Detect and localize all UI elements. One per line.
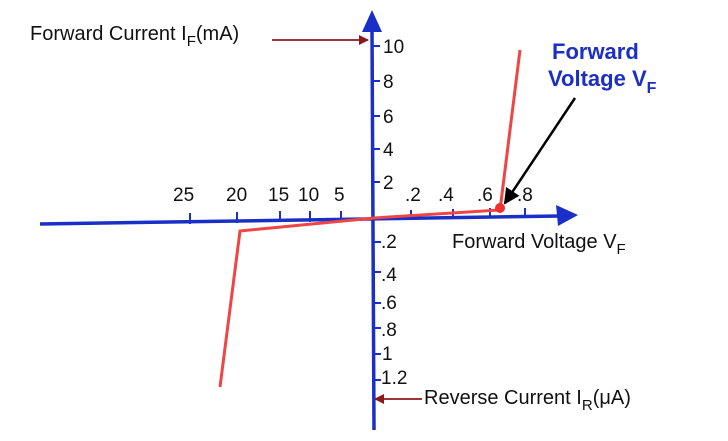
tick-label-fc-8: 8: [383, 72, 394, 93]
tick-label-rc-0.8: .8: [381, 320, 397, 341]
forward-voltage-axis-label: Forward Voltage VF: [452, 231, 626, 258]
horizontal-axis: [39, 214, 561, 226]
tick-label-fv-0.2: .2: [405, 185, 421, 206]
tick-label-rv-25: 25: [173, 185, 194, 206]
forward-voltage-callout-title: Forward: [552, 39, 639, 64]
tick-label-fc-10: 10: [383, 37, 404, 58]
tick-label-rc-1: 1: [382, 344, 393, 365]
diode-characteristic-curve: [218, 49, 522, 388]
knee-point-marker: [495, 203, 505, 213]
tick-label-fc-4: 4: [383, 140, 394, 161]
tick-label-fc-6: 6: [383, 107, 394, 128]
tick-label-rc-1.2: 1.2: [381, 368, 407, 389]
tick-label-rc-0.2: .2: [381, 232, 397, 253]
forward-voltage-callout-subtitle: Voltage VF: [548, 66, 657, 97]
tick-label-fv-0.4: .4: [438, 185, 454, 206]
tick-label-rv-15: 15: [268, 185, 289, 206]
reverse-current-ticks: [373, 241, 381, 381]
horizontal-axis-arrowhead: [556, 205, 578, 226]
tick-label-rv-10: 10: [298, 185, 319, 206]
tick-label-rv-20: 20: [226, 185, 247, 206]
tick-label-fv-0.6: .6: [477, 185, 493, 206]
tick-label-fc-2: 2: [383, 173, 394, 194]
forward-current-axis-label: Forward Current IF(mA): [30, 23, 239, 50]
forward-current-ticks: [372, 45, 380, 183]
reverse-current-axis-label: Reverse Current IR(μA): [424, 387, 631, 414]
tick-label-rv-5: 5: [334, 185, 345, 206]
tick-label-rc-0.4: .4: [381, 265, 397, 286]
vertical-axis: [370, 27, 376, 431]
tick-label-rc-0.6: .6: [381, 293, 397, 314]
reverse-voltage-ticks: [189, 211, 342, 224]
tick-label-fv-0.8: .8: [517, 185, 533, 206]
forward-voltage-callout-arrow: [503, 97, 577, 205]
vertical-axis-arrowhead: [362, 10, 382, 32]
